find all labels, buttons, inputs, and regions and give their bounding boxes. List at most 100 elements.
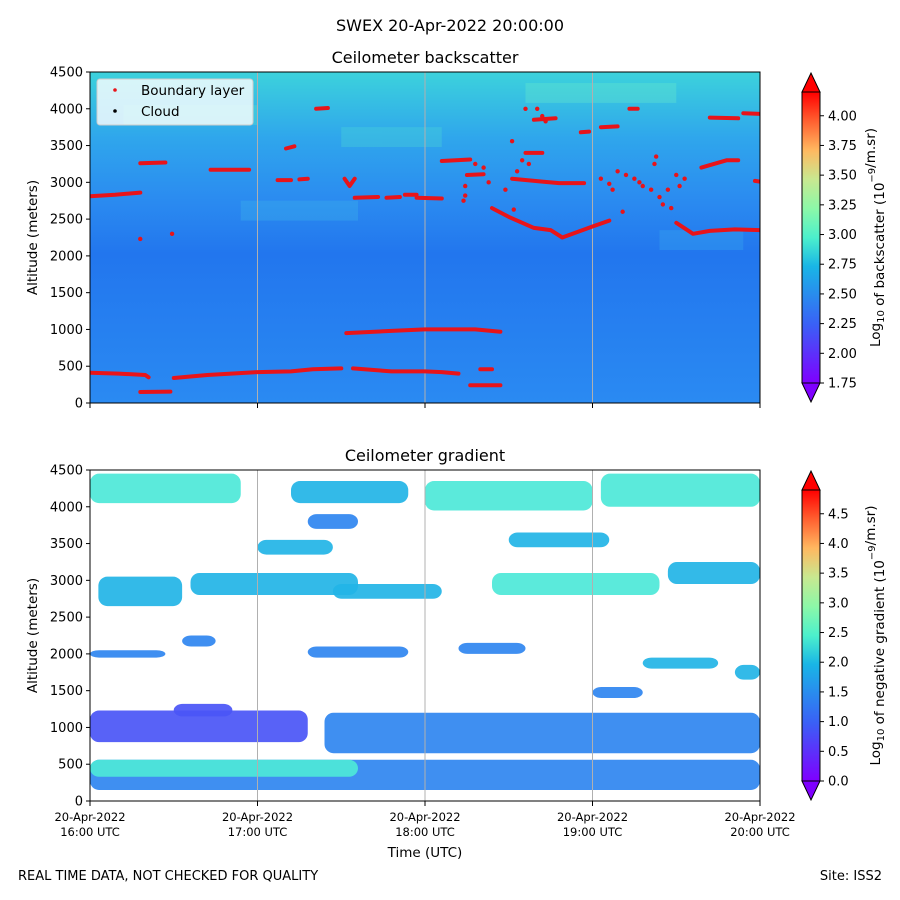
boundary-layer-segment: [414, 195, 444, 201]
colorbar-tick-label: 2.00: [828, 347, 857, 362]
boundary-layer-point: [652, 161, 657, 167]
colorbar-tick-label: 1.75: [828, 377, 857, 392]
x-tick-time: 19:00 UTC: [563, 825, 623, 839]
colorbar-extend-max: [801, 71, 821, 93]
boundary-layer-segment: [490, 206, 612, 240]
colorbar-tick-label: 3.5: [828, 567, 849, 582]
boundary-layer-segment: [90, 190, 143, 199]
boundary-layer-point: [543, 119, 548, 124]
y-tick-label: 2000: [50, 647, 83, 662]
boundary-layer-segment: [598, 124, 620, 130]
colorbar-tick-label: 3.00: [828, 228, 857, 243]
boundary-layer-point: [632, 176, 637, 181]
colorbar-label-part: Log: [868, 741, 884, 765]
panel-title: Ceilometer backscatter: [332, 48, 519, 67]
boundary-layer-segment: [138, 160, 168, 166]
x-tick-time: 18:00 UTC: [395, 825, 455, 839]
gradient-band: [90, 650, 166, 658]
boundary-layer-point: [169, 231, 175, 237]
colorbar-label-part: /m.sr): [863, 506, 879, 546]
boundary-layer-point: [473, 161, 478, 167]
boundary-layer-point: [540, 113, 545, 119]
boundary-layer-segment: [531, 116, 558, 122]
gradient-band: [307, 646, 409, 658]
gradient-band: [592, 686, 643, 699]
colorbar-tick-label: 1.0: [828, 715, 849, 730]
boundary-layer-point: [637, 180, 642, 185]
quality-disclaimer: REAL TIME DATA, NOT CHECKED FOR QUALITY: [18, 869, 319, 884]
texture-streak: [240, 200, 358, 221]
boundary-layer-segment: [753, 178, 760, 184]
legend-marker: [113, 109, 117, 113]
gradient-band: [458, 642, 526, 654]
gradient-band: [425, 481, 593, 511]
y-tick-label: 0: [75, 397, 83, 412]
gradient-band: [324, 712, 760, 754]
colorbar: 1.75 2.00 2.25 2.50 2.75 3.00 3.25 3.50 3.75 4.00…: [801, 71, 888, 404]
colorbar-extend-min: [801, 382, 821, 404]
boundary-layer-segment: [314, 106, 330, 111]
gradient-panel: 0 500 1000 1500 2000 2500 3000 3500 4000 4500 Alti…: [25, 446, 888, 861]
y-tick-label: 2000: [50, 249, 83, 264]
legend-label: Cloud: [141, 104, 180, 120]
boundary-layer-point: [535, 106, 540, 111]
boundary-layer-segment: [342, 176, 357, 188]
colorbar-tick-label: 4.0: [828, 537, 849, 552]
y-tick-label: 1500: [50, 684, 83, 699]
gradient-band: [642, 657, 719, 669]
colorbar-gradient: [801, 489, 821, 782]
boundary-layer-segment: [464, 172, 486, 177]
boundary-layer-point: [682, 176, 687, 181]
boundary-layer-segment: [352, 195, 381, 200]
y-tick-label: 500: [58, 360, 83, 375]
colorbar-tick-label: 1.5: [828, 685, 849, 700]
colorbar-label-part: Log: [868, 323, 884, 347]
gradient-band: [734, 664, 760, 680]
gradient-band: [90, 473, 241, 504]
boundary-layer-point: [523, 106, 528, 111]
y-tick-label: 0: [75, 795, 83, 810]
boundary-layer-point: [669, 205, 674, 211]
colorbar-label-sup: −9: [867, 168, 878, 183]
boundary-layer-point: [461, 198, 466, 203]
boundary-layer-point: [660, 202, 666, 207]
x-axis-label: Time (UTC): [387, 845, 463, 861]
boundary-layer-point: [138, 236, 143, 242]
boundary-layer-segment: [439, 157, 473, 163]
y-axis-label: Altitude (meters): [25, 180, 41, 295]
gradient-band: [291, 481, 409, 504]
boundary-layer-point: [503, 187, 508, 192]
colorbar-tick-label: 2.5: [828, 626, 849, 641]
boundary-layer-segment: [741, 111, 760, 116]
colorbar-tick-label: 0.0: [828, 775, 849, 790]
y-tick-label: 1000: [50, 323, 83, 338]
colorbar-tick-label: 3.50: [828, 169, 857, 184]
x-tick-date: 20-Apr-2022: [222, 810, 293, 824]
boundary-layer-point: [519, 158, 525, 163]
colorbar-gradient: [801, 91, 821, 384]
colorbar-label-sup: −9: [867, 545, 878, 560]
gradient-band: [173, 703, 233, 717]
gradient-band: [190, 572, 358, 596]
legend: Boundary layer Cloud: [96, 78, 254, 126]
texture-streak: [525, 83, 677, 103]
colorbar-tick-label: 2.75: [828, 258, 857, 273]
gradient-band: [667, 561, 760, 585]
x-tick-date: 20-Apr-2022: [54, 810, 125, 824]
boundary-layer-series: [90, 106, 760, 394]
gradient-band: [332, 584, 442, 599]
colorbar-tick-label: 2.25: [828, 317, 857, 332]
boundary-layer-point: [607, 181, 612, 187]
boundary-layer-segment: [578, 129, 592, 135]
boundary-layer-point: [526, 161, 532, 167]
legend-marker: [113, 88, 117, 92]
boundary-layer-segment: [351, 366, 461, 376]
colorbar-label-sub: 10: [876, 729, 887, 742]
boundary-layer-point: [640, 183, 645, 189]
boundary-layer-point: [481, 165, 486, 170]
boundary-layer-point: [623, 172, 629, 178]
y-tick-label: 3000: [50, 176, 83, 191]
y-tick-label: 4000: [50, 102, 83, 117]
boundary-layer-segment: [344, 327, 503, 336]
